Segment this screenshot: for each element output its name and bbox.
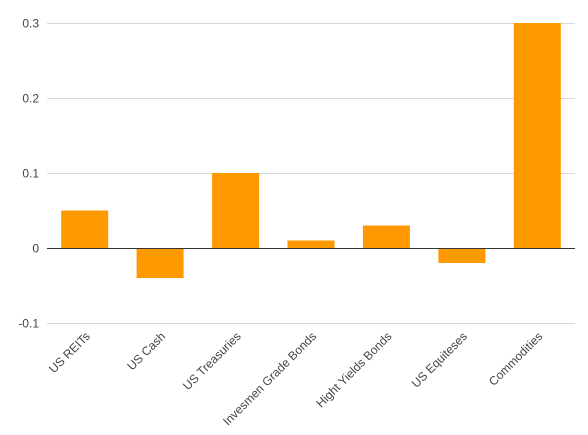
bar (136, 248, 184, 278)
bar (61, 210, 109, 248)
bar (212, 173, 260, 248)
gridlines (47, 23, 575, 324)
y-tick-label: -0.1 (18, 317, 39, 331)
bar (287, 240, 335, 248)
x-tick-label: Commodities (486, 329, 545, 388)
y-tick-label: 0.1 (22, 167, 39, 181)
x-tick-label: US Equiteses (409, 329, 470, 390)
y-axis-ticks: -0.1 0 0.1 0.2 0.3 (18, 17, 39, 331)
bar (438, 248, 486, 263)
y-tick-label: 0.3 (22, 17, 39, 31)
x-tick-label: US Cash (124, 329, 168, 373)
bars (61, 23, 561, 278)
x-tick-label: US Treasuries (180, 329, 244, 393)
x-tick-label: Hight Yields Bonds (313, 329, 394, 410)
bar (513, 23, 561, 248)
x-tick-label: US REITs (46, 329, 93, 376)
y-tick-label: 0.2 (22, 92, 39, 106)
y-tick-label: 0 (32, 242, 39, 256)
bar (362, 225, 410, 248)
